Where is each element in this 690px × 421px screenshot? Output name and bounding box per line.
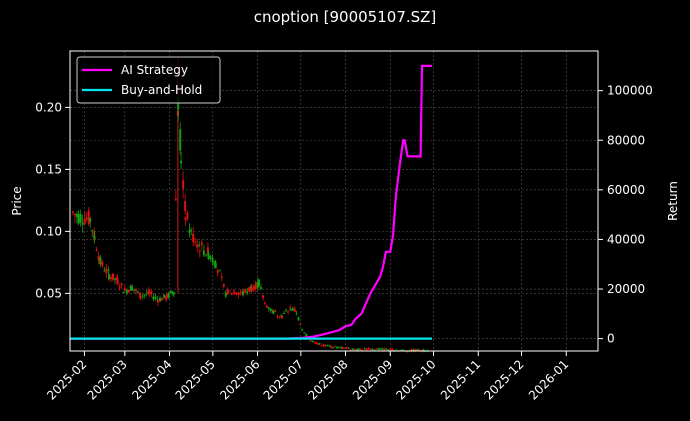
y-right-tick-label: 20000 [607,282,645,296]
x-tick-label: 2025-07 [261,357,306,402]
x-tick-label: 2025-11 [438,357,483,402]
plot-frame [69,50,599,352]
x-tick-label: 2025-09 [350,357,395,402]
y-right-axis-label: Return [666,181,680,221]
x-tick-label: 2025-12 [481,357,526,402]
y-left-tick-label: 0.10 [35,224,62,238]
y-right-tick-label: 40000 [607,232,645,246]
y-left-tick-label: 0.20 [35,100,62,114]
x-tick-label: 2025-04 [129,357,174,402]
legend-label: AI Strategy [121,63,188,77]
x-tick-label: 2025-10 [393,357,438,402]
x-tick-label: 2025-06 [217,357,262,402]
legend-label: Buy-and-Hold [121,83,202,97]
y-right-tick-label: 0 [607,332,615,346]
y-right-tick-label: 60000 [607,183,645,197]
x-tick-label: 2026-01 [526,357,571,402]
x-tick-label: 2025-02 [44,357,89,402]
x-tick-label: 2025-08 [305,357,350,402]
y-right-tick-label: 80000 [607,133,645,147]
y-left-tick-label: 0.15 [35,162,62,176]
x-tick-label: 2025-03 [85,357,130,402]
y-left-tick-label: 0.05 [35,286,62,300]
y-left-axis-label: Price [10,186,24,215]
chart-title: cnoption [90005107.SZ] [253,8,437,26]
legend: AI Strategy Buy-and-Hold [76,56,221,104]
x-tick-label: 2025-05 [173,357,218,402]
y-right-tick-label: 100000 [607,84,653,98]
ai-strategyline [70,64,433,340]
